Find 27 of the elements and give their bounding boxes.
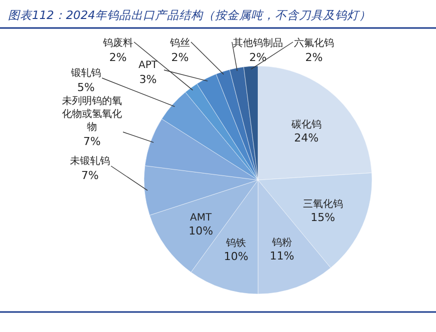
data-label: 15% (310, 211, 336, 224)
slice-label: 未列明钨的氧化物或氢氧化物 (62, 95, 122, 133)
data-label: 24% (294, 131, 319, 144)
data-label: 5% (77, 81, 95, 94)
chart-title: 图表112：2024年钨品出口产品结构（按金属吨，不含刀具及钨灯） (8, 8, 372, 22)
data-label: 10% (188, 224, 214, 238)
slice-label: 锻轧钨 (70, 67, 101, 79)
slice-label: 其他钨制品 (233, 37, 283, 49)
slice-label: 钨粉 (270, 236, 292, 248)
data-label: 2% (109, 51, 127, 64)
slice-label: 六氟化钨 (294, 37, 334, 49)
data-label: 11% (270, 250, 294, 262)
slice-label: APT (138, 60, 158, 71)
slice-label: AMT (190, 212, 212, 224)
data-label: 2% (249, 51, 267, 64)
slice-label: 三氧化钨 (302, 198, 343, 210)
data-label: 10% (224, 250, 248, 264)
data-label: 2% (171, 51, 189, 64)
data-label: 7% (83, 135, 101, 148)
slice-label: 钨铁 (225, 237, 246, 250)
data-label: 3% (139, 73, 157, 86)
data-label: 7% (81, 169, 99, 182)
slice-label: 钨废料 (102, 37, 133, 49)
slice-label: 碳化钨 (290, 118, 322, 130)
slice-label: 未锻轧钨 (70, 155, 110, 167)
data-label: 2% (305, 51, 323, 64)
slice-label: 钨丝 (169, 37, 190, 49)
